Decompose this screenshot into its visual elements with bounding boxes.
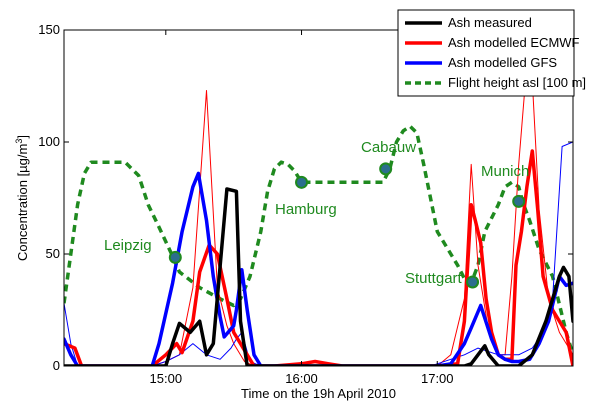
waypoint-label-cabauw: Cabauw [361, 139, 416, 156]
x-tick-label: 15:00 [150, 371, 183, 386]
y-tick-label: 50 [46, 246, 60, 261]
series-line-ecmwf [64, 149, 573, 366]
waypoint-marker-cabauw [379, 162, 393, 176]
waypoint-label-munich: Munich [481, 163, 529, 180]
y-axis-title: Concentration [µg/m3] [14, 135, 30, 261]
x-tick-label: 16:00 [285, 371, 318, 386]
series-line-flight [64, 124, 573, 356]
plot-frame [63, 29, 574, 367]
legend-label-2: Ash modelled GFS [448, 55, 557, 70]
waypoint-label-stuttgart: Stuttgart [405, 270, 463, 287]
y-tick-label: 150 [38, 22, 60, 37]
legend-label-0: Ash measured [448, 15, 532, 30]
series-layer [64, 30, 573, 366]
y-tick-label: 0 [53, 358, 60, 373]
y-tick-label: 100 [38, 134, 60, 149]
legend-entries: Ash measured Ash modelled ECMWF Ash modell… [405, 15, 586, 90]
waypoint-label-hamburg: Hamburg [275, 201, 337, 218]
waypoint-layer: Leipzig Hamburg Cabauw Stuttgart Munich [104, 139, 529, 289]
waypoint-marker-stuttgart [466, 275, 480, 289]
y-axis-title-main: Concentration [µg/m [15, 144, 30, 261]
waypoint-label-leipzig: Leipzig [104, 237, 152, 254]
axes-layer: 0 50 100 150 15:00 16:00 17:00 [38, 22, 573, 386]
series-line-measured [64, 187, 573, 366]
legend-label-1: Ash modelled ECMWF [448, 35, 580, 50]
legend-label-3: Flight height asl [100 m] [448, 75, 586, 90]
waypoint-marker-hamburg [295, 175, 309, 189]
x-tick-label: 17:00 [421, 371, 454, 386]
y-axis-title-exponent: 3 [14, 139, 24, 144]
series-line-gfs [64, 171, 573, 366]
x-axis-title: Time on the 19h April 2010 [241, 386, 396, 401]
series-line-gfs_thin [64, 141, 573, 366]
legend: Ash measured Ash modelled ECMWF Ash modell… [397, 9, 586, 97]
waypoint-marker-munich [512, 194, 526, 208]
waypoint-marker-leipzig [168, 250, 182, 264]
y-axis-title-close: ] [15, 135, 30, 139]
